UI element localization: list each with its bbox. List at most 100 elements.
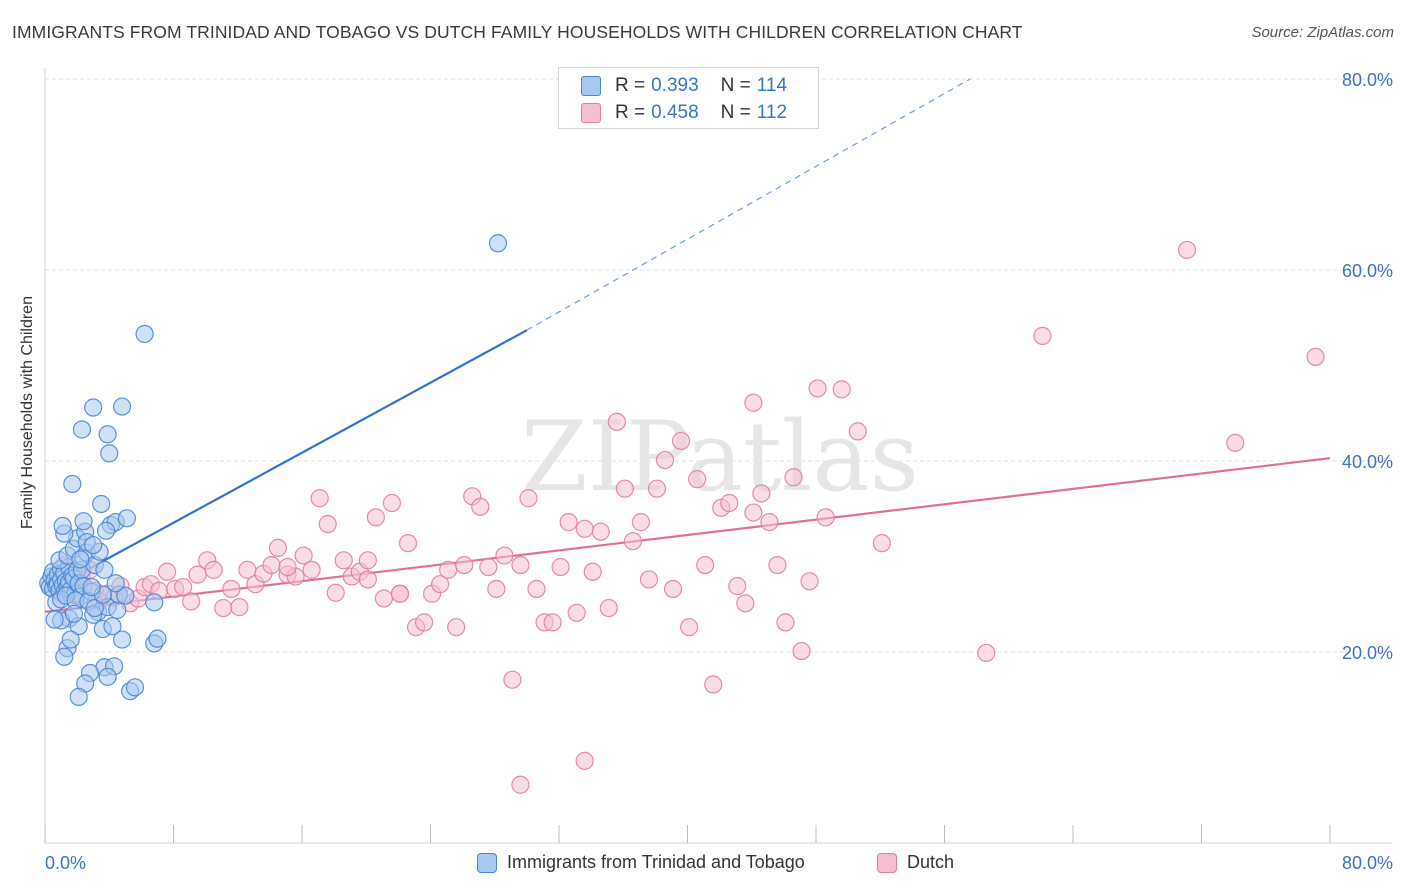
point-dutch bbox=[800, 572, 819, 591]
point-dutch bbox=[214, 598, 233, 618]
trend-line-trinidad-extension bbox=[526, 78, 971, 331]
point-dutch bbox=[455, 555, 474, 575]
point-dutch bbox=[511, 555, 530, 575]
point-dutch bbox=[583, 562, 602, 581]
point-dutch bbox=[358, 551, 377, 570]
point-trinidad bbox=[85, 598, 104, 618]
axes bbox=[44, 68, 1392, 844]
point-trinidad bbox=[106, 574, 125, 593]
point-dutch bbox=[808, 379, 827, 398]
r-value-pink: 0.458 bbox=[651, 102, 699, 123]
point-dutch bbox=[302, 560, 321, 579]
point-dutch bbox=[680, 618, 699, 637]
point-dutch bbox=[366, 508, 385, 527]
point-dutch bbox=[631, 513, 651, 532]
point-dutch bbox=[487, 579, 506, 599]
point-dutch bbox=[188, 565, 207, 584]
point-dutch bbox=[431, 575, 450, 594]
source-credit: Source: ZipAtlas.com bbox=[1251, 24, 1394, 41]
n-value-pink: 112 bbox=[756, 102, 788, 123]
legend-row-blue: R = 0.393 N = 114 bbox=[581, 73, 787, 99]
point-trinidad bbox=[112, 397, 132, 416]
point-dutch bbox=[294, 546, 313, 565]
pink-swatch bbox=[877, 852, 897, 873]
point-dutch bbox=[704, 675, 723, 694]
point-dutch bbox=[358, 570, 377, 589]
n-value-blue: 114 bbox=[756, 75, 788, 96]
blue-swatch bbox=[581, 76, 601, 96]
point-dutch bbox=[728, 577, 747, 596]
point-trinidad bbox=[145, 593, 164, 612]
grid-lines bbox=[45, 78, 1392, 653]
point-dutch bbox=[832, 380, 851, 399]
point-dutch bbox=[784, 468, 803, 487]
point-dutch bbox=[607, 412, 626, 431]
point-trinidad bbox=[61, 630, 80, 649]
point-trinidad bbox=[135, 324, 154, 344]
point-dutch bbox=[559, 513, 578, 532]
point-trinidad bbox=[488, 234, 508, 253]
point-dutch bbox=[567, 603, 586, 622]
point-dutch bbox=[1306, 347, 1325, 367]
blue-swatch bbox=[477, 852, 497, 873]
point-dutch bbox=[816, 508, 835, 527]
r-value-blue: 0.393 bbox=[651, 75, 699, 96]
point-dutch bbox=[326, 583, 345, 602]
y-tick-label: 40.0% bbox=[1342, 452, 1393, 472]
point-dutch bbox=[174, 577, 193, 597]
point-dutch bbox=[1177, 240, 1197, 260]
data-points bbox=[39, 234, 1325, 794]
legend-item-trinidad[interactable]: Immigrants from Trinidad and Tobago bbox=[477, 852, 805, 873]
point-trinidad bbox=[74, 512, 93, 531]
watermark: ZIPatlas bbox=[521, 401, 919, 513]
legend-item-dutch[interactable]: Dutch bbox=[877, 852, 954, 873]
point-dutch bbox=[471, 497, 490, 516]
point-trinidad bbox=[98, 667, 117, 686]
correlation-legend: R = 0.393 N = 114 R = 0.458 N = 112 bbox=[558, 67, 819, 129]
point-dutch bbox=[382, 493, 402, 513]
point-dutch bbox=[204, 560, 223, 579]
point-trinidad bbox=[69, 687, 88, 706]
n-label: N = bbox=[720, 102, 751, 123]
point-dutch bbox=[744, 393, 763, 412]
trend-line-trinidad bbox=[44, 329, 528, 594]
point-dutch bbox=[736, 594, 755, 613]
point-trinidad bbox=[98, 425, 117, 444]
point-dutch bbox=[447, 618, 466, 637]
r-label: R = bbox=[615, 75, 646, 96]
point-trinidad bbox=[84, 398, 103, 417]
point-dutch bbox=[398, 534, 418, 553]
y-tick-label: 60.0% bbox=[1342, 261, 1393, 281]
point-dutch bbox=[414, 613, 434, 632]
point-trinidad bbox=[72, 420, 92, 439]
point-dutch bbox=[182, 592, 201, 611]
point-dutch bbox=[848, 422, 867, 441]
point-dutch bbox=[671, 431, 691, 451]
y-tick-label: 80.0% bbox=[1342, 70, 1393, 90]
point-dutch bbox=[551, 557, 570, 577]
point-trinidad bbox=[148, 629, 167, 648]
point-dutch bbox=[479, 557, 498, 577]
point-trinidad bbox=[112, 630, 132, 649]
point-dutch bbox=[663, 579, 683, 599]
point-dutch bbox=[527, 579, 546, 599]
chart-title: IMMIGRANTS FROM TRINIDAD AND TOBAGO VS D… bbox=[12, 22, 1023, 42]
point-dutch bbox=[792, 641, 811, 661]
legend-label-trinidad: Immigrants from Trinidad and Tobago bbox=[507, 852, 805, 872]
point-dutch bbox=[615, 479, 634, 498]
n-label: N = bbox=[720, 75, 751, 96]
point-dutch bbox=[591, 522, 610, 541]
point-trinidad bbox=[92, 494, 111, 514]
point-trinidad bbox=[96, 521, 116, 540]
point-dutch bbox=[575, 751, 594, 770]
point-dutch bbox=[688, 470, 707, 489]
point-dutch bbox=[720, 493, 739, 513]
point-dutch bbox=[268, 538, 288, 558]
point-trinidad bbox=[117, 509, 137, 528]
point-trinidad bbox=[95, 560, 114, 579]
point-trinidad bbox=[116, 586, 135, 605]
point-dutch bbox=[230, 598, 249, 617]
point-dutch bbox=[768, 555, 787, 575]
point-dutch bbox=[374, 589, 394, 608]
